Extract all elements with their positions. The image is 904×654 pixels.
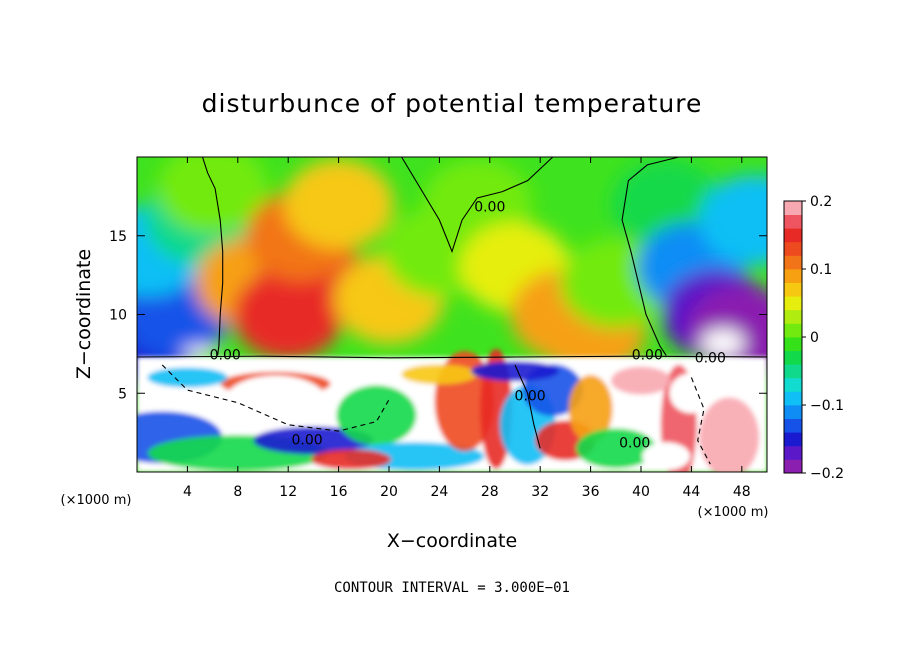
saturated-patch bbox=[669, 373, 714, 414]
x-tick-label: 48 bbox=[733, 484, 751, 500]
zero-contour-left bbox=[201, 157, 224, 356]
colorbar-swatch bbox=[784, 282, 802, 297]
x-tick-label: 28 bbox=[481, 484, 499, 500]
contour-label: 0.00 bbox=[474, 199, 505, 215]
colorbar-tick-label: −0.1 bbox=[810, 398, 844, 414]
contour-label: 0.00 bbox=[292, 433, 323, 449]
field-cell bbox=[699, 175, 767, 265]
contour-label: 0.00 bbox=[210, 347, 241, 363]
plot-area bbox=[137, 157, 767, 472]
colorbar-swatch bbox=[784, 309, 802, 324]
x-axis-label: X−coordinate bbox=[387, 530, 517, 552]
x-tick-label: 24 bbox=[430, 484, 448, 500]
lower-field-layer bbox=[137, 349, 767, 472]
contour-labels: 0.00 0.00 0.00 0.00 0.00 0.00 0.00 bbox=[210, 199, 726, 451]
colorbar-swatch bbox=[784, 323, 802, 338]
saturated-patch bbox=[700, 328, 745, 357]
field-cell bbox=[283, 159, 394, 250]
x-tick-label: 32 bbox=[531, 484, 549, 500]
contour-label: 0.00 bbox=[515, 388, 546, 404]
contour-vertical bbox=[514, 364, 541, 449]
colorbar-swatch bbox=[784, 228, 802, 243]
colorbar-swatch bbox=[784, 391, 802, 406]
turbulence-patch bbox=[311, 449, 392, 470]
turbulence-patch bbox=[471, 361, 559, 382]
colorbar-swatch bbox=[784, 241, 802, 256]
contour-lines bbox=[137, 157, 767, 465]
colorbar-swatch bbox=[784, 337, 802, 351]
turbulence-patch bbox=[699, 397, 760, 472]
inversion-contour bbox=[137, 355, 767, 359]
x-tick-label: 4 bbox=[183, 484, 192, 500]
upper-field-layer bbox=[137, 157, 767, 384]
colorbar-ticks: 0.2 0.1 0 −0.1 −0.2 bbox=[802, 194, 844, 482]
turbulence-patch bbox=[336, 385, 417, 446]
saturated-patch bbox=[182, 346, 218, 359]
colorbar-swatch bbox=[784, 201, 802, 215]
colorbar-tick-label: 0 bbox=[810, 330, 819, 346]
contour-interval-note: CONTOUR INTERVAL = 3.000E−01 bbox=[334, 580, 570, 596]
y-tick-label: 10 bbox=[109, 308, 127, 324]
field-cell bbox=[157, 157, 268, 234]
y-axis-label: Z−coordinate bbox=[73, 249, 95, 379]
colorbar-tick-label: 0.2 bbox=[810, 194, 832, 210]
turbulence-patch bbox=[611, 366, 671, 395]
turbulence-patch bbox=[253, 426, 374, 455]
turbulence-patch bbox=[147, 367, 228, 388]
x-unit-right: (×1000 m) bbox=[698, 505, 769, 520]
turbulence-patch bbox=[575, 428, 656, 469]
turbulence-patch bbox=[568, 375, 613, 443]
x-tick-label: 16 bbox=[330, 484, 348, 500]
turbulence-patch bbox=[401, 364, 478, 385]
colorbar-swatch bbox=[784, 255, 802, 270]
colorbar-swatch bbox=[784, 377, 802, 392]
negative-contour bbox=[690, 377, 711, 465]
zero-contour-center bbox=[401, 157, 554, 254]
colorbar bbox=[783, 200, 803, 474]
y-tick-label: 5 bbox=[118, 386, 127, 402]
contour-label: 0.00 bbox=[632, 347, 663, 363]
colorbar-swatch bbox=[784, 405, 802, 419]
x-axis-ticks: 4 8 12 16 20 24 28 32 36 40 44 48 bbox=[183, 157, 751, 500]
x-tick-label: 36 bbox=[582, 484, 600, 500]
x-tick-label: 44 bbox=[682, 484, 700, 500]
contour-label: 0.00 bbox=[695, 351, 726, 367]
colorbar-swatch bbox=[784, 445, 802, 460]
x-unit-left: (×1000 m) bbox=[61, 493, 132, 508]
y-axis-ticks: 5 10 15 bbox=[109, 229, 767, 402]
colorbar-swatch bbox=[784, 418, 802, 433]
x-tick-label: 12 bbox=[279, 484, 297, 500]
colorbar-swatch bbox=[784, 214, 802, 229]
contour-label: 0.00 bbox=[619, 436, 650, 452]
x-tick-label: 8 bbox=[233, 484, 242, 500]
x-tick-label: 20 bbox=[380, 484, 398, 500]
x-tick-label: 40 bbox=[632, 484, 650, 500]
colorbar-swatch bbox=[784, 432, 802, 447]
colorbar-swatch bbox=[784, 350, 802, 365]
colorbar-tick-label: 0.1 bbox=[810, 262, 832, 278]
colorbar-swatch bbox=[784, 296, 802, 311]
saturated-patch bbox=[225, 375, 326, 424]
colorbar-swatch bbox=[784, 364, 802, 379]
colorbar-swatch bbox=[784, 459, 802, 474]
colorbar-swatch bbox=[784, 269, 802, 283]
colorbar-tick-label: −0.2 bbox=[810, 466, 844, 482]
saturated-patch bbox=[642, 442, 691, 471]
chart-title: disturbunce of potential temperature bbox=[202, 89, 703, 118]
y-tick-label: 15 bbox=[109, 229, 127, 245]
zero-contour-right bbox=[621, 157, 679, 356]
